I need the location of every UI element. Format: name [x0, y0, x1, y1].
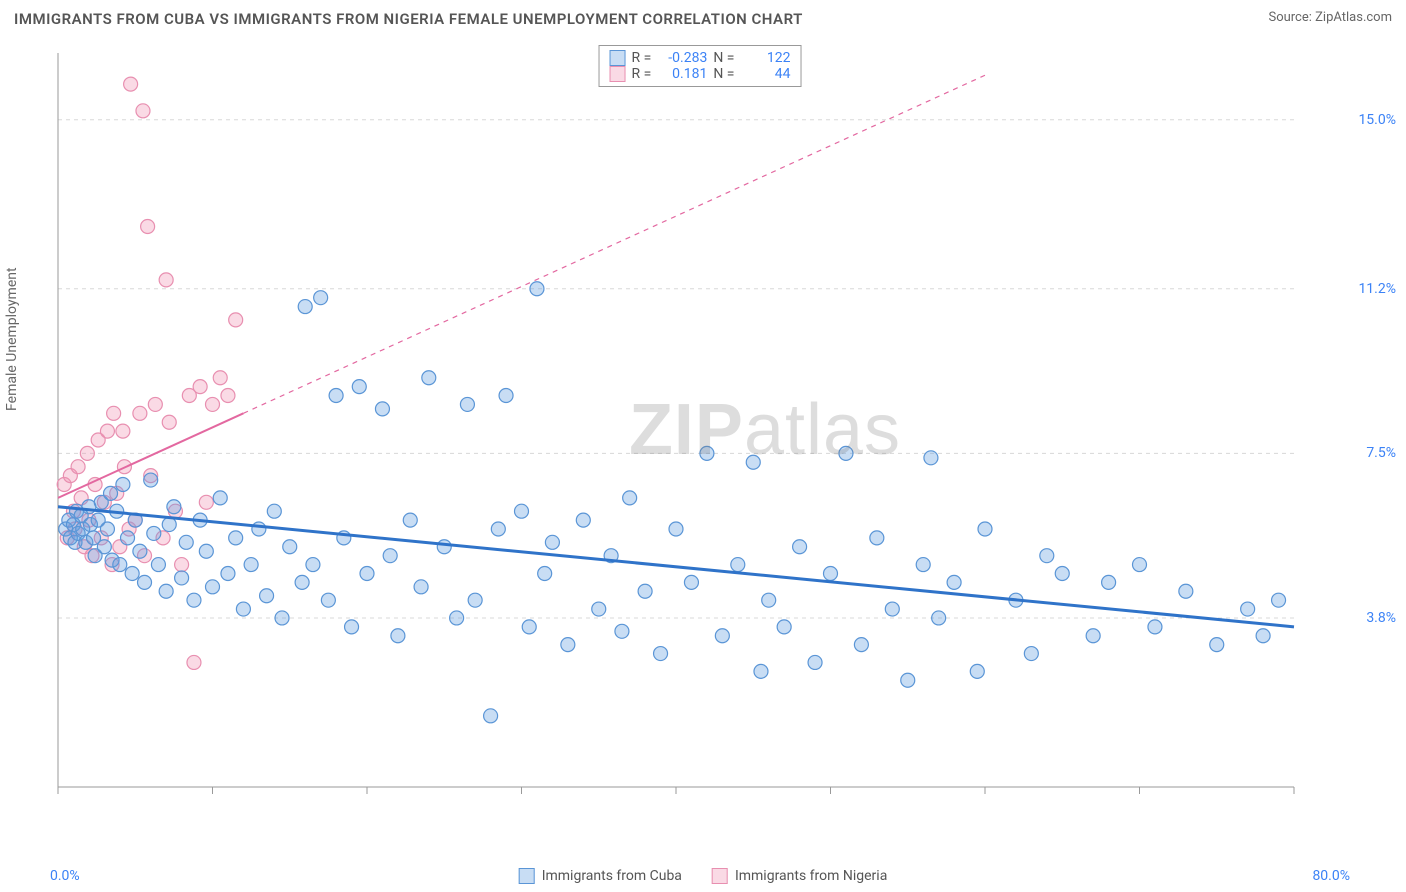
legend-label-cuba: Immigrants from Cuba [542, 868, 682, 884]
stat-r-value-nigeria: 0.181 [657, 66, 707, 82]
stat-n-value-cuba: 122 [740, 50, 790, 66]
swatch-cuba [610, 50, 626, 66]
bottom-legend: Immigrants from Cuba Immigrants from Nig… [519, 868, 888, 884]
x-min-label: 0.0% [50, 868, 80, 884]
chart-svg [50, 45, 1350, 815]
y-tick-label: 7.5% [1366, 445, 1396, 461]
legend-item-cuba: Immigrants from Cuba [519, 868, 682, 884]
source-attribution: Source: ZipAtlas.com [1268, 10, 1392, 25]
legend-item-nigeria: Immigrants from Nigeria [712, 868, 887, 884]
y-tick-label: 3.8% [1366, 610, 1396, 626]
x-max-label: 80.0% [1312, 868, 1350, 884]
header: IMMIGRANTS FROM CUBA VS IMMIGRANTS FROM … [14, 10, 1392, 28]
plot-area: R = -0.283 N = 122 R = 0.181 N = 44 ZIPa… [50, 45, 1350, 815]
stats-row-nigeria: R = 0.181 N = 44 [610, 66, 791, 82]
chart-title: IMMIGRANTS FROM CUBA VS IMMIGRANTS FROM … [14, 10, 803, 28]
swatch-nigeria [712, 868, 728, 884]
source-link[interactable]: ZipAtlas.com [1315, 10, 1392, 25]
stat-r-label: R = [632, 50, 652, 66]
stat-r-label: R = [632, 66, 652, 82]
stat-r-value-cuba: -0.283 [657, 50, 707, 66]
y-tick-label: 11.2% [1358, 281, 1396, 297]
swatch-nigeria [610, 66, 626, 82]
stat-n-label: N = [713, 66, 734, 82]
legend-label-nigeria: Immigrants from Nigeria [735, 868, 887, 884]
y-tick-label: 15.0% [1358, 112, 1396, 128]
stats-row-cuba: R = -0.283 N = 122 [610, 50, 791, 66]
stat-n-label: N = [713, 50, 734, 66]
stat-n-value-nigeria: 44 [740, 66, 790, 82]
swatch-cuba [519, 868, 535, 884]
stats-legend-box: R = -0.283 N = 122 R = 0.181 N = 44 [599, 45, 802, 87]
y-axis-label: Female Unemployment [4, 267, 20, 411]
source-label: Source: [1268, 10, 1315, 25]
